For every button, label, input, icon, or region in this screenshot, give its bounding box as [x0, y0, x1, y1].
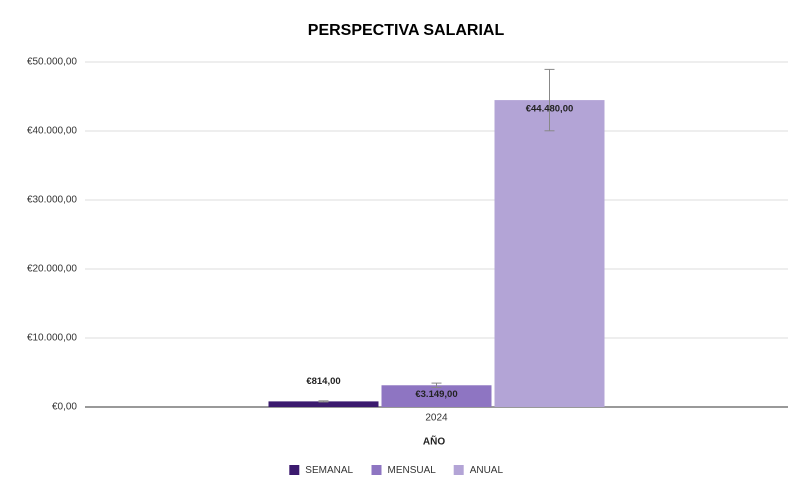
- legend-swatch: [453, 465, 464, 475]
- legend-label: ANUAL: [470, 465, 504, 476]
- data-label: €814,00: [306, 376, 340, 387]
- y-tick-label: €20.000,00: [27, 264, 77, 275]
- bar: [381, 385, 492, 407]
- y-tick-label: €30.000,00: [27, 195, 77, 206]
- legend-label: SEMANAL: [305, 465, 353, 476]
- data-label: €44.480,00: [526, 104, 574, 115]
- bar: [268, 401, 379, 407]
- legend-swatch: [289, 465, 300, 475]
- y-tick-label: €0,00: [52, 402, 77, 413]
- legend-swatch: [371, 465, 382, 475]
- y-tick-label: €40.000,00: [27, 126, 77, 137]
- bar: [494, 100, 605, 407]
- x-tick-label: 2024: [425, 413, 448, 424]
- y-tick-label: €50.000,00: [27, 57, 77, 68]
- y-tick-label: €10.000,00: [27, 333, 77, 344]
- data-label: €3.149,00: [415, 389, 457, 400]
- legend-label: MENSUAL: [388, 465, 437, 476]
- chart-title: PERSPECTIVA SALARIAL: [308, 22, 505, 39]
- x-axis-label: AÑO: [423, 435, 445, 448]
